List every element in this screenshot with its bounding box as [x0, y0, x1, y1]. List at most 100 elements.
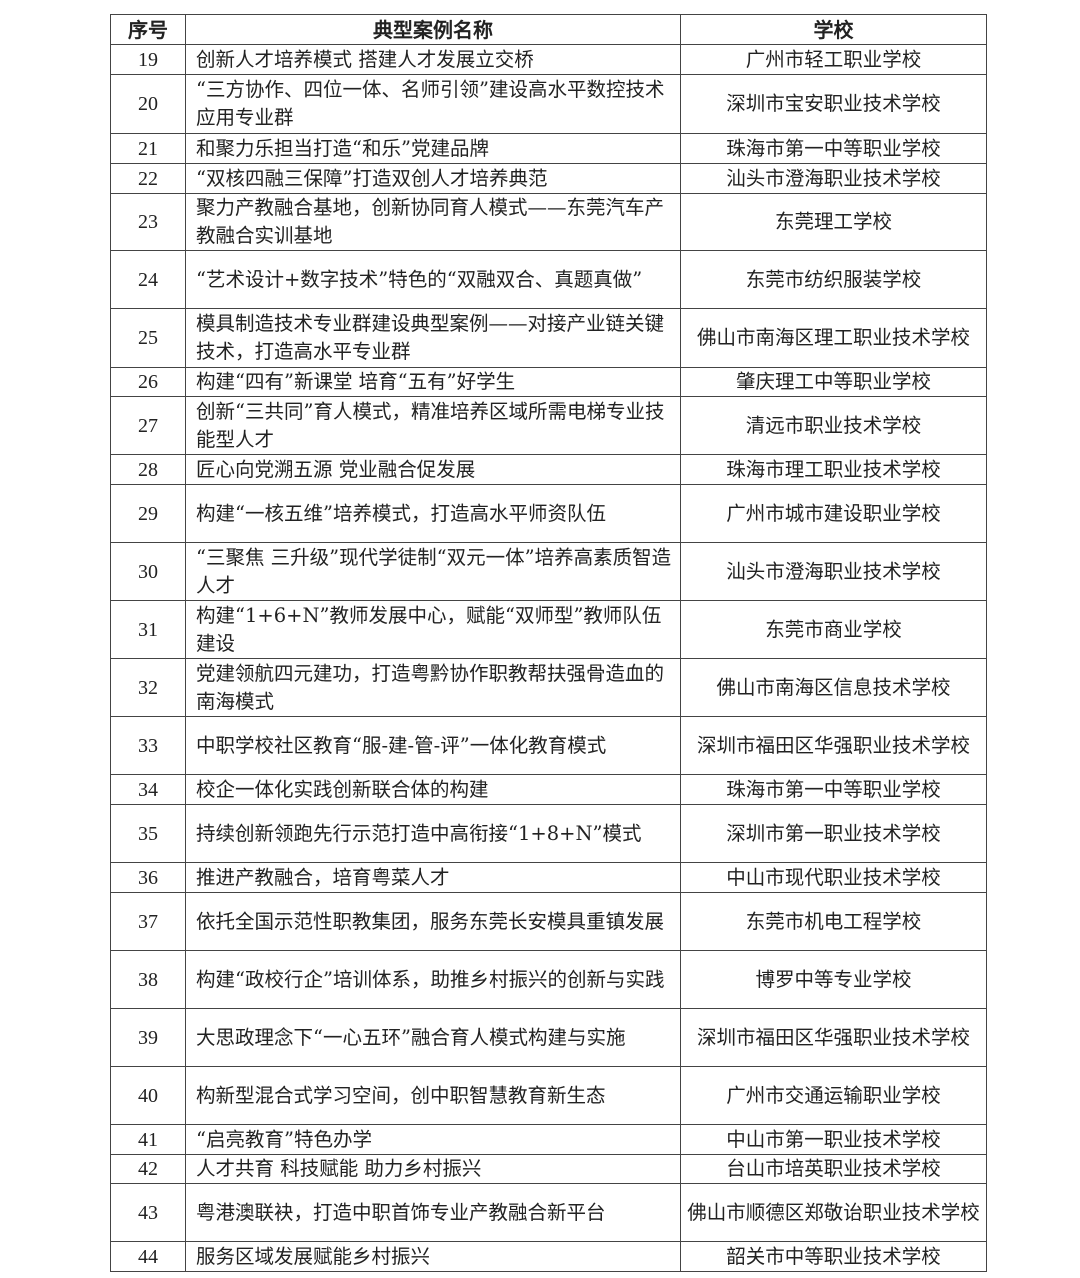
school-name: 汕头市澄海职业技术学校 — [680, 163, 987, 194]
row-number: 25 — [110, 308, 186, 368]
row-number: 19 — [110, 44, 186, 75]
row-number: 36 — [110, 862, 186, 893]
row-number: 26 — [110, 367, 186, 397]
table-row: 42 人才共育 科技赋能 助力乡村振兴 台山市培英职业技术学校 — [110, 1154, 987, 1184]
table-row: 29 构建“一核五维”培养模式，打造高水平师资队伍 广州市城市建设职业学校 — [110, 484, 987, 543]
school-name: 佛山市南海区理工职业技术学校 — [680, 308, 987, 368]
row-number: 44 — [110, 1241, 186, 1272]
school-name: 佛山市顺德区郑敬诒职业技术学校 — [680, 1183, 987, 1242]
case-name: “三聚焦 三升级”现代学徒制“双元一体”培养高素质智造人才 — [185, 542, 681, 601]
row-number: 38 — [110, 950, 186, 1009]
school-name: 佛山市南海区信息技术学校 — [680, 658, 987, 717]
row-number: 30 — [110, 542, 186, 601]
case-name: “双核四融三保障”打造双创人才培养典范 — [185, 163, 681, 194]
school-name: 中山市第一职业技术学校 — [680, 1124, 987, 1155]
header-case-name: 典型案例名称 — [185, 14, 681, 45]
case-name: 中职学校社区教育“服-建-管-评”一体化教育模式 — [185, 716, 681, 775]
case-name: 聚力产教融合基地，创新协同育人模式——东莞汽车产教融合实训基地 — [185, 193, 681, 251]
school-name: 广州市轻工职业学校 — [680, 44, 987, 75]
case-name: 和聚力乐担当打造“和乐”党建品牌 — [185, 133, 681, 164]
row-number: 28 — [110, 454, 186, 485]
table-row: 40 构新型混合式学习空间，创中职智慧教育新生态 广州市交通运输职业学校 — [110, 1066, 987, 1125]
case-name: 匠心向党溯五源 党业融合促发展 — [185, 454, 681, 485]
table-row: 32 党建领航四元建功，打造粤黔协作职教帮扶强骨造血的南海模式 佛山市南海区信息技术… — [110, 658, 987, 717]
school-name: 肇庆理工中等职业学校 — [680, 367, 987, 397]
table-row: 23 聚力产教融合基地，创新协同育人模式——东莞汽车产教融合实训基地 东莞理工学校 — [110, 193, 987, 251]
school-name: 深圳市福田区华强职业技术学校 — [680, 716, 987, 775]
case-name: 构新型混合式学习空间，创中职智慧教育新生态 — [185, 1066, 681, 1125]
table-row: 37 依托全国示范性职教集团，服务东莞长安模具重镇发展 东莞市机电工程学校 — [110, 892, 987, 951]
row-number: 32 — [110, 658, 186, 717]
case-name: “启亮教育”特色办学 — [185, 1124, 681, 1155]
case-name: “艺术设计+数字技术”特色的“双融双合、真题真做” — [185, 250, 681, 309]
row-number: 20 — [110, 74, 186, 134]
case-name: 构建“四有”新课堂 培育“五有”好学生 — [185, 367, 681, 397]
case-name: 依托全国示范性职教集团，服务东莞长安模具重镇发展 — [185, 892, 681, 951]
school-name: 广州市城市建设职业学校 — [680, 484, 987, 543]
row-number: 29 — [110, 484, 186, 543]
row-number: 22 — [110, 163, 186, 194]
school-name: 深圳市宝安职业技术学校 — [680, 74, 987, 134]
case-table: 序号 典型案例名称 学校 19 创新人才培养模式 搭建人才发展立交桥 广州市轻工职业… — [110, 14, 987, 1272]
table-row: 31 构建“1+6+N”教师发展中心，赋能“双师型”教师队伍建设 东莞市商业学校 — [110, 600, 987, 659]
table-row: 39 大思政理念下“一心五环”融合育人模式构建与实施 深圳市福田区华强职业技术学校 — [110, 1008, 987, 1067]
row-number: 37 — [110, 892, 186, 951]
table-row: 28 匠心向党溯五源 党业融合促发展 珠海市理工职业技术学校 — [110, 454, 987, 485]
school-name: 中山市现代职业技术学校 — [680, 862, 987, 893]
school-name: 东莞理工学校 — [680, 193, 987, 251]
case-name: 大思政理念下“一心五环”融合育人模式构建与实施 — [185, 1008, 681, 1067]
table-row: 36 推进产教融合，培育粤菜人才 中山市现代职业技术学校 — [110, 862, 987, 893]
case-name: 人才共育 科技赋能 助力乡村振兴 — [185, 1154, 681, 1184]
table-row: 44 服务区域发展赋能乡村振兴 韶关市中等职业技术学校 — [110, 1241, 987, 1272]
school-name: 珠海市第一中等职业学校 — [680, 774, 987, 805]
case-name: 校企一体化实践创新联合体的构建 — [185, 774, 681, 805]
row-number: 24 — [110, 250, 186, 309]
row-number: 21 — [110, 133, 186, 164]
table-row: 38 构建“政校行企”培训体系，助推乡村振兴的创新与实践 博罗中等专业学校 — [110, 950, 987, 1009]
school-name: 深圳市福田区华强职业技术学校 — [680, 1008, 987, 1067]
table-row: 24 “艺术设计+数字技术”特色的“双融双合、真题真做” 东莞市纺织服装学校 — [110, 250, 987, 309]
header-number: 序号 — [110, 14, 186, 45]
header-school: 学校 — [680, 14, 987, 45]
table-row: 35 持续创新领跑先行示范打造中高衔接“1+8+N”模式 深圳市第一职业技术学校 — [110, 804, 987, 863]
case-name: 党建领航四元建功，打造粤黔协作职教帮扶强骨造血的南海模式 — [185, 658, 681, 717]
table-row: 43 粤港澳联袂，打造中职首饰专业产教融合新平台 佛山市顺德区郑敬诒职业技术学校 — [110, 1183, 987, 1242]
row-number: 40 — [110, 1066, 186, 1125]
case-name: 创新人才培养模式 搭建人才发展立交桥 — [185, 44, 681, 75]
case-name: 构建“一核五维”培养模式，打造高水平师资队伍 — [185, 484, 681, 543]
school-name: 广州市交通运输职业学校 — [680, 1066, 987, 1125]
row-number: 35 — [110, 804, 186, 863]
row-number: 23 — [110, 193, 186, 251]
school-name: 汕头市澄海职业技术学校 — [680, 542, 987, 601]
school-name: 清远市职业技术学校 — [680, 396, 987, 455]
school-name: 台山市培英职业技术学校 — [680, 1154, 987, 1184]
row-number: 41 — [110, 1124, 186, 1155]
table-row: 27 创新“三共同”育人模式，精准培养区域所需电梯专业技能型人才 清远市职业技术学校 — [110, 396, 987, 455]
table-header-row: 序号 典型案例名称 学校 — [110, 14, 987, 45]
row-number: 39 — [110, 1008, 186, 1067]
table-row: 20 “三方协作、四位一体、名师引领”建设高水平数控技术应用专业群 深圳市宝安职业技… — [110, 74, 987, 134]
case-name: 构建“政校行企”培训体系，助推乡村振兴的创新与实践 — [185, 950, 681, 1009]
row-number: 34 — [110, 774, 186, 805]
school-name: 东莞市机电工程学校 — [680, 892, 987, 951]
table-row: 26 构建“四有”新课堂 培育“五有”好学生 肇庆理工中等职业学校 — [110, 367, 987, 397]
case-name: 模具制造技术专业群建设典型案例——对接产业链关键技术，打造高水平专业群 — [185, 308, 681, 368]
case-name: 创新“三共同”育人模式，精准培养区域所需电梯专业技能型人才 — [185, 396, 681, 455]
case-name: 推进产教融合，培育粤菜人才 — [185, 862, 681, 893]
school-name: 博罗中等专业学校 — [680, 950, 987, 1009]
table-row: 22 “双核四融三保障”打造双创人才培养典范 汕头市澄海职业技术学校 — [110, 163, 987, 194]
table-row: 30 “三聚焦 三升级”现代学徒制“双元一体”培养高素质智造人才 汕头市澄海职业技术… — [110, 542, 987, 601]
case-name: 服务区域发展赋能乡村振兴 — [185, 1241, 681, 1272]
table-row: 25 模具制造技术专业群建设典型案例——对接产业链关键技术，打造高水平专业群 佛山市… — [110, 308, 987, 368]
school-name: 珠海市第一中等职业学校 — [680, 133, 987, 164]
case-name: “三方协作、四位一体、名师引领”建设高水平数控技术应用专业群 — [185, 74, 681, 134]
table-row: 21 和聚力乐担当打造“和乐”党建品牌 珠海市第一中等职业学校 — [110, 133, 987, 164]
row-number: 42 — [110, 1154, 186, 1184]
school-name: 深圳市第一职业技术学校 — [680, 804, 987, 863]
school-name: 珠海市理工职业技术学校 — [680, 454, 987, 485]
table-row: 34 校企一体化实践创新联合体的构建 珠海市第一中等职业学校 — [110, 774, 987, 805]
row-number: 31 — [110, 600, 186, 659]
row-number: 33 — [110, 716, 186, 775]
school-name: 东莞市纺织服装学校 — [680, 250, 987, 309]
case-name: 持续创新领跑先行示范打造中高衔接“1+8+N”模式 — [185, 804, 681, 863]
